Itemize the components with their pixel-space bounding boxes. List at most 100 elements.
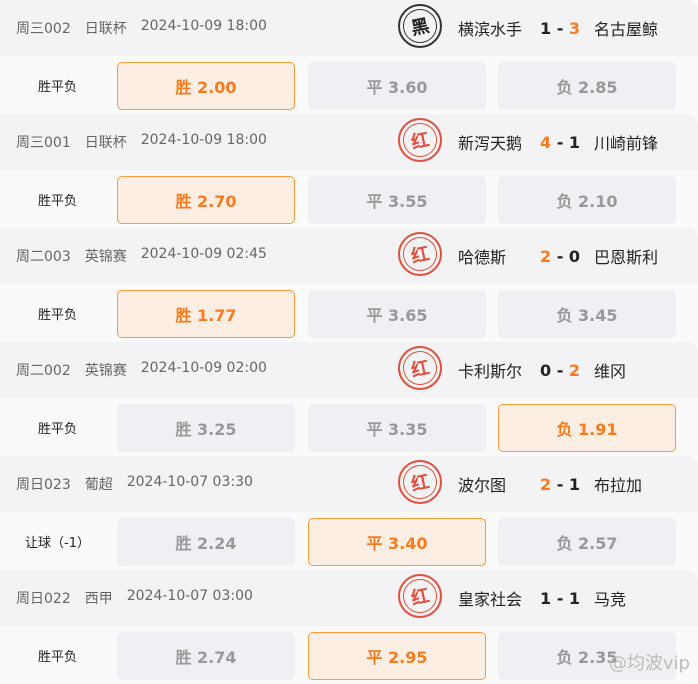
league: 英锦赛 <box>85 360 127 380</box>
market-label: 胜平负 <box>0 56 115 114</box>
odds-button[interactable]: 负 2.57 <box>498 518 676 566</box>
match-code: 周三001 <box>16 132 71 152</box>
market-label: 胜平负 <box>0 398 115 456</box>
home-team: 卡利斯尔 <box>458 358 522 382</box>
home-team: 哈德斯 <box>458 244 506 268</box>
league: 日联杯 <box>85 18 127 38</box>
score: 2 - 1 <box>540 475 580 494</box>
league: 英锦赛 <box>85 246 127 266</box>
match-code: 周日023 <box>16 474 71 494</box>
odds-button[interactable]: 胜 2.24 <box>117 518 295 566</box>
match-code: 周日022 <box>16 588 71 608</box>
match-header: 周二002 英锦赛 2024-10-09 02:00 红 卡利斯尔 0 - 2 维冈 <box>0 342 698 398</box>
away-team: 川崎前锋 <box>594 130 658 154</box>
odds-button[interactable]: 平 3.40 <box>308 518 486 566</box>
match-time: 2024-10-07 03:30 <box>127 474 253 494</box>
odds-button[interactable]: 平 3.35 <box>308 404 486 452</box>
score-home: 1 <box>540 589 551 608</box>
home-team: 波尔图 <box>458 472 506 496</box>
match-time: 2024-10-09 18:00 <box>141 18 267 38</box>
result-stamp-icon: 红 <box>398 574 442 618</box>
stamp-text: 黑 <box>400 6 440 46</box>
score-away: 1 <box>569 589 580 608</box>
match-time: 2024-10-07 03:00 <box>127 588 253 608</box>
match-time: 2024-10-09 02:00 <box>141 360 267 380</box>
score-away: 0 <box>569 247 580 266</box>
score-away: 1 <box>569 133 580 152</box>
match-header: 周二003 英锦赛 2024-10-09 02:45 红 哈德斯 2 - 0 巴恩斯… <box>0 228 698 284</box>
match-time: 2024-10-09 02:45 <box>141 246 267 266</box>
stamp-text: 红 <box>400 348 440 388</box>
odds-button[interactable]: 平 2.95 <box>308 632 486 680</box>
home-team: 新泻天鹅 <box>458 130 522 154</box>
score-home: 2 <box>540 247 551 266</box>
odds-button[interactable]: 胜 2.74 <box>117 632 295 680</box>
odds-button[interactable]: 负 1.91 <box>498 404 676 452</box>
result-stamp-icon: 红 <box>398 346 442 390</box>
result-stamp-icon: 红 <box>398 118 442 162</box>
away-team: 维冈 <box>594 358 626 382</box>
odds-button[interactable]: 胜 2.00 <box>117 62 295 110</box>
home-team: 横滨水手 <box>458 16 522 40</box>
away-team: 布拉加 <box>594 472 642 496</box>
score: 4 - 1 <box>540 133 580 152</box>
score-home: 0 <box>540 361 551 380</box>
score-away: 1 <box>569 475 580 494</box>
stamp-text: 红 <box>400 576 440 616</box>
score: 1 - 1 <box>540 589 580 608</box>
match-code: 周三002 <box>16 18 71 38</box>
score: 2 - 0 <box>540 247 580 266</box>
market-label: 胜平负 <box>0 170 115 228</box>
watermark: @均波vip <box>609 649 690 675</box>
result-stamp-icon: 红 <box>398 460 442 504</box>
match-header: 周三002 日联杯 2024-10-09 18:00 黑 横滨水手 1 - 3 名古… <box>0 0 698 56</box>
score-home: 4 <box>540 133 551 152</box>
result-stamp-icon: 红 <box>398 232 442 276</box>
odds-button[interactable]: 胜 2.70 <box>117 176 295 224</box>
match-code: 周二002 <box>16 360 71 380</box>
league: 日联杯 <box>85 132 127 152</box>
match-header: 周日022 西甲 2024-10-07 03:00 红 皇家社会 1 - 1 马竞 <box>0 570 698 626</box>
score-home: 2 <box>540 475 551 494</box>
match-card: 周二003 英锦赛 2024-10-09 02:45 红 哈德斯 2 - 0 巴恩斯… <box>0 228 698 342</box>
home-team: 皇家社会 <box>458 586 522 610</box>
league: 葡超 <box>85 474 113 494</box>
odds-button[interactable]: 负 3.45 <box>498 290 676 338</box>
score: 0 - 2 <box>540 361 580 380</box>
result-stamp-icon: 黑 <box>398 4 442 48</box>
away-team: 马竞 <box>594 586 626 610</box>
match-card: 周三001 日联杯 2024-10-09 18:00 红 新泻天鹅 4 - 1 川崎… <box>0 114 698 228</box>
odds-button[interactable]: 负 2.85 <box>498 62 676 110</box>
odds-button[interactable]: 负 2.10 <box>498 176 676 224</box>
score-home: 1 <box>540 19 551 38</box>
score: 1 - 3 <box>540 19 580 38</box>
odds-button[interactable]: 平 3.65 <box>308 290 486 338</box>
stamp-text: 红 <box>400 120 440 160</box>
score-away: 3 <box>569 19 580 38</box>
league: 西甲 <box>85 588 113 608</box>
stamp-text: 红 <box>400 234 440 274</box>
match-card: 周二002 英锦赛 2024-10-09 02:00 红 卡利斯尔 0 - 2 维冈… <box>0 342 698 456</box>
odds-button[interactable]: 平 3.60 <box>308 62 486 110</box>
market-label: 让球（-1） <box>0 512 115 570</box>
odds-button[interactable]: 平 3.55 <box>308 176 486 224</box>
market-label: 胜平负 <box>0 626 115 684</box>
match-time: 2024-10-09 18:00 <box>141 132 267 152</box>
market-label: 胜平负 <box>0 284 115 342</box>
away-team: 巴恩斯利 <box>594 244 658 268</box>
away-team: 名古屋鲸 <box>594 16 658 40</box>
match-code: 周二003 <box>16 246 71 266</box>
match-header: 周三001 日联杯 2024-10-09 18:00 红 新泻天鹅 4 - 1 川崎… <box>0 114 698 170</box>
score-away: 2 <box>569 361 580 380</box>
odds-button[interactable]: 胜 1.77 <box>117 290 295 338</box>
odds-button[interactable]: 胜 3.25 <box>117 404 295 452</box>
